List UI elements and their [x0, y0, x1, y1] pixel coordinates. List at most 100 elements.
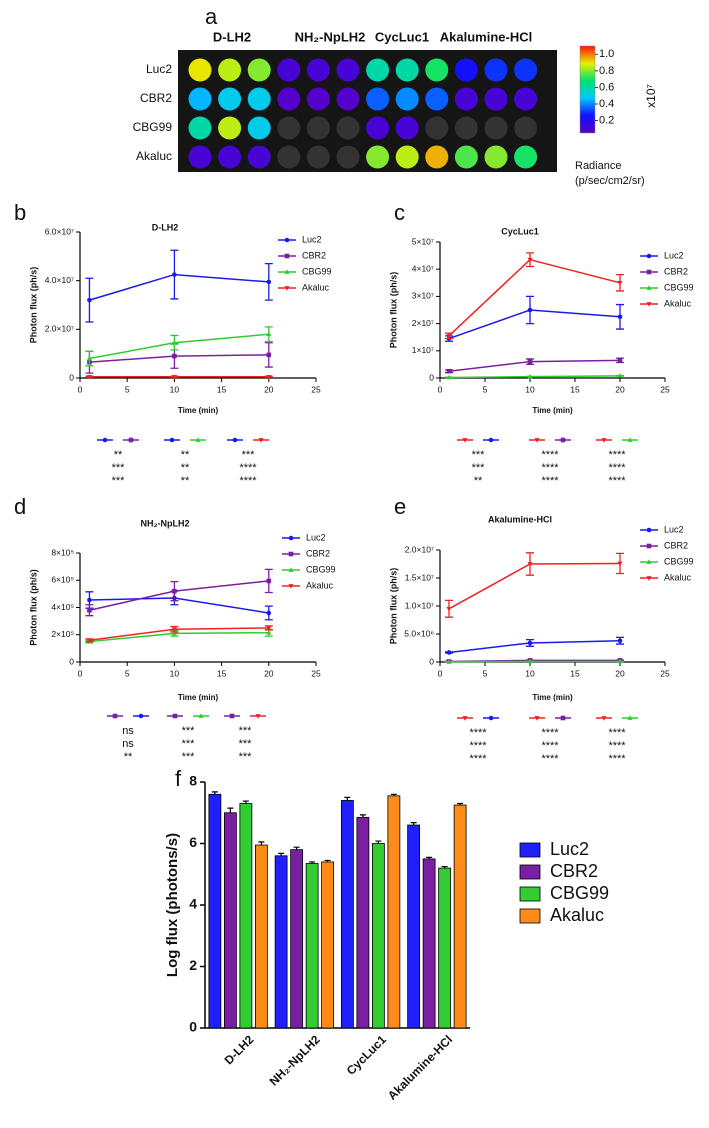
significance: ns	[122, 725, 134, 737]
x-tick-label: 5	[125, 384, 130, 394]
x-tick-label: 5	[483, 384, 488, 394]
x-tick-label: D-LH2	[222, 1032, 257, 1067]
legend-label: Luc2	[664, 524, 684, 534]
well	[248, 117, 271, 140]
y-tick-label: 2×10⁷	[412, 318, 434, 328]
well	[485, 88, 508, 111]
significance: **	[181, 462, 190, 474]
legend-label: CBR2	[306, 548, 330, 558]
well	[455, 117, 478, 140]
well	[514, 146, 537, 169]
significance: ****	[469, 727, 487, 739]
x-tick-label: 0	[78, 668, 83, 678]
marker	[87, 298, 92, 303]
legend-swatch	[520, 887, 540, 901]
y-tick-label: 1×10⁷	[412, 345, 434, 355]
well	[337, 88, 360, 111]
marker	[647, 544, 652, 549]
error-bar	[258, 842, 264, 845]
marker	[561, 438, 566, 443]
marker	[172, 589, 177, 594]
well	[337, 146, 360, 169]
well	[277, 59, 300, 82]
legend-label: CBG99	[306, 564, 336, 574]
well	[366, 117, 389, 140]
bar	[224, 813, 236, 1028]
colorbar-tick-label: 0.6	[599, 81, 614, 93]
significance: ***	[182, 751, 196, 763]
series-line	[449, 641, 620, 653]
well	[277, 146, 300, 169]
colorbar-tick-label: 0.2	[599, 114, 614, 126]
legend-swatch	[520, 843, 540, 857]
marker	[647, 528, 652, 533]
significance: **	[181, 449, 190, 461]
error-bar	[227, 808, 233, 813]
chart-title: Akalumine-HCl	[488, 514, 552, 524]
significance: ***	[112, 462, 126, 474]
x-tick-label: 0	[78, 384, 83, 394]
significance: ****	[541, 727, 559, 739]
significance: ***	[112, 475, 126, 487]
significance: **	[124, 751, 133, 763]
x-tick-label: 0	[438, 384, 443, 394]
well	[218, 117, 241, 140]
series-line	[449, 376, 620, 378]
y-tick-label: 6.0×10⁷	[45, 226, 74, 236]
well	[455, 59, 478, 82]
well	[189, 59, 212, 82]
legend-label: CBR2	[664, 266, 688, 276]
x-axis-label: Time (min)	[178, 406, 219, 415]
marker	[528, 359, 533, 364]
significance: ****	[608, 727, 626, 739]
chart-title: D-LH2	[152, 222, 179, 232]
bar	[388, 796, 400, 1028]
column-label: NH₂-NpLH2	[295, 29, 366, 44]
marker	[267, 579, 272, 584]
marker	[230, 714, 235, 719]
y-tick-label: 4	[189, 896, 197, 912]
marker	[113, 714, 118, 719]
x-axis-label: Time (min)	[532, 406, 573, 415]
x-tick-label: 20	[615, 668, 625, 678]
legend-label: Akaluc	[664, 572, 692, 582]
well	[277, 88, 300, 111]
y-tick-label: 6×10⁵	[51, 575, 74, 585]
significance: ***	[182, 738, 196, 750]
well	[514, 117, 537, 140]
well	[396, 88, 419, 111]
marker	[618, 315, 623, 320]
legend-label: CBG99	[664, 556, 694, 566]
significance: ***	[182, 725, 196, 737]
x-tick-label: 15	[570, 384, 580, 394]
y-tick-label: 3×10⁷	[412, 291, 434, 301]
legend-label: CBG99	[302, 266, 332, 276]
bar	[240, 804, 252, 1028]
panel-letter: c	[394, 200, 405, 225]
y-tick-label: 8	[189, 773, 197, 789]
well	[307, 88, 330, 111]
legend-label: Luc2	[664, 250, 684, 260]
y-tick-label: 1.0×10⁷	[405, 600, 434, 610]
colorbar-tick-label: 1.0	[599, 48, 614, 60]
bar	[291, 850, 303, 1028]
significance: ***	[239, 751, 253, 763]
well	[425, 88, 448, 111]
well	[189, 146, 212, 169]
significance: ****	[608, 475, 626, 487]
marker	[489, 438, 494, 443]
column-label: D-LH2	[213, 29, 251, 44]
x-tick-label: 25	[660, 668, 670, 678]
significance: ***	[239, 725, 253, 737]
row-label: Akaluc	[136, 149, 172, 163]
significance: ****	[541, 462, 559, 474]
marker	[289, 552, 294, 557]
x-tick-label: 20	[264, 668, 274, 678]
marker	[267, 280, 272, 285]
colorbar-tick-label: 0.4	[599, 98, 614, 110]
y-tick-label: 8×10⁵	[51, 547, 74, 557]
legend-label: Akaluc	[302, 282, 330, 292]
colorbar	[580, 46, 595, 133]
